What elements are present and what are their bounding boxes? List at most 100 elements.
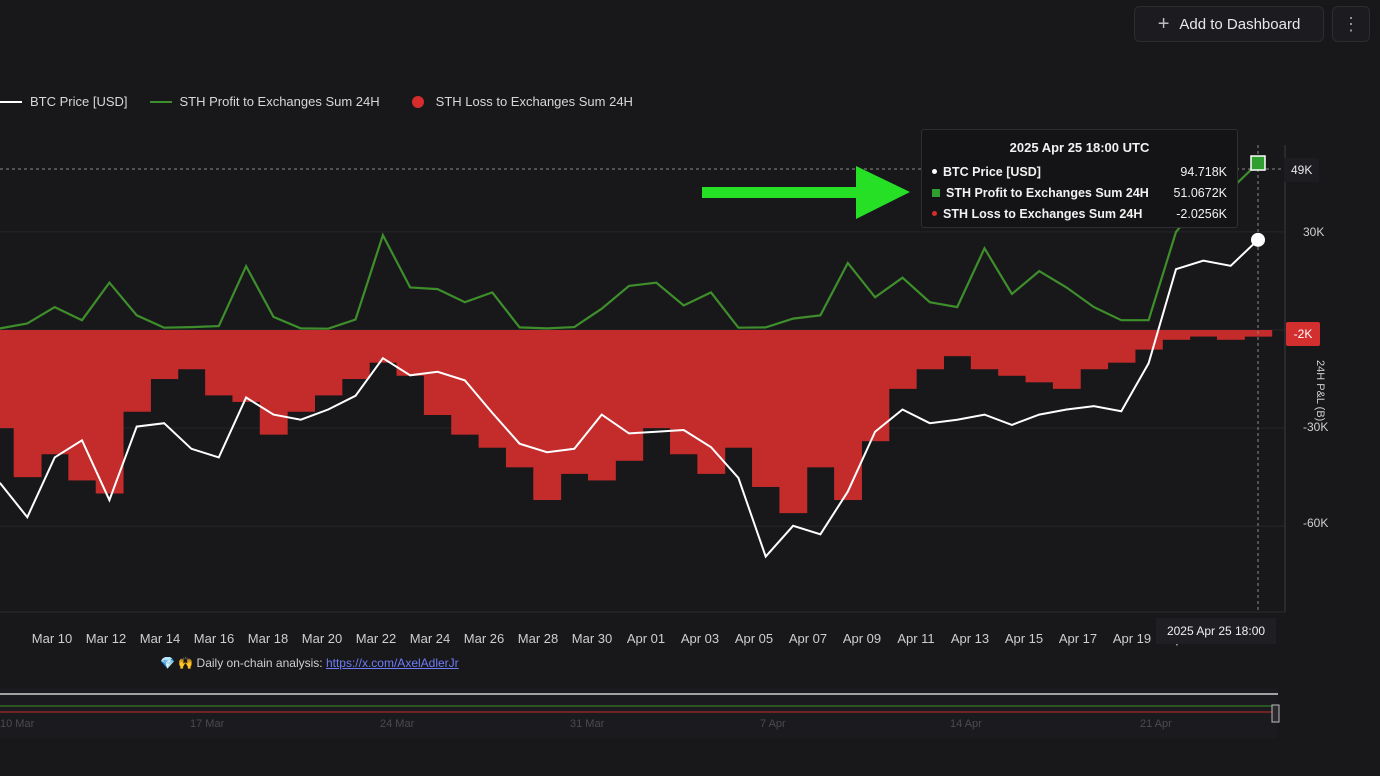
range-navigator[interactable] bbox=[0, 688, 1280, 738]
y-tick-label: -60K bbox=[1303, 516, 1329, 530]
y-tick-label: 30K bbox=[1303, 225, 1325, 239]
profit-point bbox=[163, 326, 165, 329]
profit-point bbox=[792, 317, 794, 320]
x-tick-label: Mar 20 bbox=[301, 631, 343, 646]
loss-bar bbox=[259, 330, 288, 435]
navigator-background bbox=[0, 688, 1278, 738]
legend-line-swatch bbox=[149, 100, 172, 103]
x-tick-label: Apr 03 bbox=[680, 631, 720, 646]
price-point bbox=[409, 374, 412, 377]
loss-bar bbox=[1162, 330, 1191, 340]
x-tick-label: Mar 30 bbox=[571, 631, 613, 646]
price-point bbox=[710, 446, 712, 448]
y-axis-title: 24H P&L (B) bbox=[1314, 360, 1326, 422]
navigator-tick-label: 14 Apr bbox=[950, 718, 982, 730]
profit-point bbox=[518, 326, 521, 329]
loss-bar bbox=[95, 330, 124, 494]
price-point bbox=[245, 396, 247, 399]
profit-point bbox=[764, 326, 767, 329]
tooltip-value: 94.718K bbox=[1180, 164, 1227, 179]
add-to-dashboard-button[interactable]: + Add to Dashboard bbox=[1134, 6, 1324, 42]
price-point bbox=[1038, 413, 1041, 416]
dashboard-toolbar: + Add to Dashboard ⋮ bbox=[1134, 6, 1370, 42]
price-point bbox=[846, 490, 849, 493]
price-point bbox=[108, 499, 111, 501]
loss-bar bbox=[451, 330, 480, 435]
loss-bar bbox=[314, 330, 343, 396]
loss-bar bbox=[888, 330, 917, 389]
price-point bbox=[1093, 405, 1095, 407]
price-point bbox=[573, 448, 576, 450]
tooltip-row-loss: STH Loss to Exchanges Sum 24H -2.0256K bbox=[932, 203, 1227, 224]
price-point bbox=[354, 394, 357, 397]
navigator-tick-label: 10 Mar bbox=[0, 718, 35, 730]
profit-point bbox=[710, 291, 712, 294]
price-point bbox=[956, 418, 958, 421]
price-point bbox=[600, 413, 603, 416]
loss-bar bbox=[533, 330, 562, 501]
profit-point bbox=[409, 286, 412, 289]
price-point bbox=[217, 456, 220, 459]
profit-point bbox=[901, 276, 904, 279]
price-point bbox=[792, 524, 794, 527]
price-point bbox=[464, 379, 466, 382]
price-point bbox=[163, 422, 165, 424]
legend-item-sth-loss[interactable]: STH Loss to Exchanges Sum 24H bbox=[402, 94, 633, 109]
price-point bbox=[81, 439, 83, 442]
loss-bar bbox=[41, 330, 69, 455]
price-point bbox=[26, 516, 29, 519]
profit-point bbox=[1093, 306, 1095, 308]
y-tick-label: -30K bbox=[1303, 420, 1329, 434]
loss-bar bbox=[779, 330, 808, 514]
price-point bbox=[655, 430, 658, 433]
profit-point bbox=[382, 234, 384, 236]
legend-item-btc-price[interactable]: BTC Price [USD] bbox=[0, 94, 128, 109]
loss-bar bbox=[615, 330, 644, 461]
footnote: 💎 🙌 Daily on-chain analysis: https://x.c… bbox=[160, 656, 459, 670]
price-point bbox=[1065, 408, 1068, 411]
profit-point bbox=[929, 301, 931, 304]
loss-bar bbox=[943, 330, 972, 357]
profit-value-tag: 49K bbox=[1284, 158, 1320, 182]
x-tick-label: Mar 22 bbox=[355, 631, 397, 646]
tooltip-swatch bbox=[932, 211, 937, 216]
chart-legend: BTC Price [USD] STH Profit to Exchanges … bbox=[0, 94, 655, 109]
profit-point bbox=[436, 288, 439, 290]
profit-point bbox=[819, 314, 822, 317]
loss-bar bbox=[396, 330, 425, 376]
profit-series-line bbox=[0, 162, 1259, 330]
footnote-link[interactable]: https://x.com/AxelAdlerJr bbox=[325, 656, 459, 670]
price-point bbox=[546, 451, 548, 454]
tooltip-row-btc: BTC Price [USD] 94.718K bbox=[932, 161, 1227, 182]
loss-bar bbox=[806, 330, 835, 468]
profit-point bbox=[464, 301, 466, 304]
price-point bbox=[518, 442, 521, 445]
legend-dot-swatch bbox=[411, 95, 424, 108]
kebab-menu-icon: ⋮ bbox=[1342, 13, 1360, 34]
loss-bar bbox=[478, 330, 507, 448]
x-tick-label: Apr 07 bbox=[788, 631, 828, 646]
footnote-text: 💎 🙌 Daily on-chain analysis: bbox=[160, 656, 326, 670]
price-point bbox=[300, 418, 302, 421]
price-point bbox=[491, 412, 494, 414]
price-hover-marker bbox=[1251, 232, 1265, 247]
loss-bar bbox=[1216, 330, 1245, 340]
legend-label: STH Profit to Exchanges Sum 24H bbox=[179, 94, 380, 109]
loss-series-area bbox=[0, 330, 1273, 514]
loss-bar bbox=[970, 330, 999, 370]
profit-point bbox=[1065, 286, 1068, 289]
more-options-button[interactable]: ⋮ bbox=[1332, 6, 1370, 42]
profit-point bbox=[1120, 319, 1123, 321]
x-tick-label: Mar 10 bbox=[31, 631, 73, 646]
x-tick-label: Mar 24 bbox=[409, 631, 451, 646]
legend-item-sth-profit[interactable]: STH Profit to Exchanges Sum 24H bbox=[149, 94, 380, 109]
loss-bar bbox=[123, 330, 151, 412]
tooltip-row-profit: STH Profit to Exchanges Sum 24H 51.0672K bbox=[932, 182, 1227, 203]
loss-bar bbox=[998, 330, 1027, 376]
navigator-handle[interactable] bbox=[1271, 704, 1280, 723]
profit-point bbox=[546, 327, 548, 330]
loss-bar bbox=[1052, 330, 1081, 389]
loss-bar bbox=[670, 330, 698, 455]
loss-bar bbox=[0, 330, 15, 429]
